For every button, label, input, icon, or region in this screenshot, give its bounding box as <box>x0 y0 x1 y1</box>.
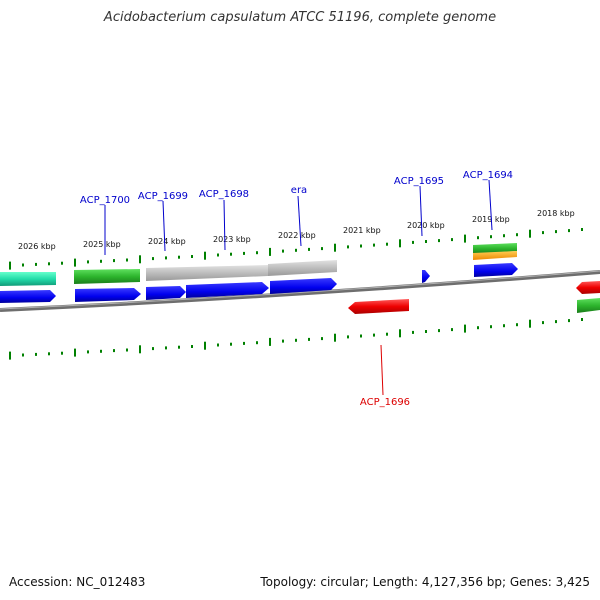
teal-gene-feature[interactable] <box>0 272 56 286</box>
leader-acp-1695 <box>419 185 423 237</box>
genome-stats-text: Topology: circular; Length: 4,127,356 bp… <box>260 575 590 589</box>
genome-backbone <box>0 270 600 312</box>
cds-feature-acp-1699[interactable] <box>146 286 186 300</box>
leader-acp-1698 <box>223 199 226 251</box>
gray-gene-feature-a[interactable] <box>146 265 268 281</box>
leader-acp-1699 <box>162 200 166 252</box>
kbp-label-2019: 2019 kbp <box>472 215 510 224</box>
cds-feature-acp-1696[interactable] <box>348 299 409 314</box>
lower-tick-track <box>9 318 583 360</box>
green-gene-feature[interactable] <box>74 269 140 284</box>
gene-label-acp-1699[interactable]: ACP_1699 <box>138 191 188 202</box>
accession-text: Accession: NC_012483 <box>9 575 146 589</box>
kbp-label-2018: 2018 kbp <box>537 209 575 218</box>
gene-label-acp-1694[interactable]: ACP_1694 <box>463 170 513 181</box>
gene-label-era[interactable]: era <box>291 185 307 196</box>
kbp-label-2024: 2024 kbp <box>148 237 186 246</box>
red-gene-feature-edge[interactable] <box>576 281 600 294</box>
cds-feature-era[interactable] <box>270 278 337 294</box>
gray-gene-feature-b[interactable] <box>268 260 337 276</box>
gene-label-acp-1700[interactable]: ACP_1700 <box>80 195 130 206</box>
kbp-label-2020: 2020 kbp <box>407 221 445 230</box>
kbp-label-2025: 2025 kbp <box>83 240 121 249</box>
green-gene-feature-right[interactable] <box>473 243 517 254</box>
green-gene-feature-edge[interactable] <box>577 298 600 313</box>
leader-acp-1696 <box>380 344 384 396</box>
gene-label-acp-1698[interactable]: ACP_1698 <box>199 189 249 200</box>
leader-acp-1694 <box>488 179 493 231</box>
kbp-label-2023: 2023 kbp <box>213 235 251 244</box>
cds-feature-acp-1698[interactable] <box>186 282 269 298</box>
cds-feature-acp-1694[interactable] <box>474 263 518 277</box>
kbp-label-2022: 2022 kbp <box>278 231 316 240</box>
gene-label-acp-1695[interactable]: ACP_1695 <box>394 176 444 187</box>
leader-era <box>297 195 302 247</box>
orange-gene-feature[interactable] <box>473 251 517 260</box>
kbp-label-2021: 2021 kbp <box>343 226 381 235</box>
genome-title: Acidobacterium capsulatum ATCC 51196, co… <box>103 10 497 25</box>
upper-tick-track <box>9 228 583 270</box>
cds-feature-1[interactable] <box>0 290 56 303</box>
genome-backbone-highlight <box>0 270 600 310</box>
gene-label-acp-1696[interactable]: ACP_1696 <box>360 397 410 408</box>
kbp-label-2026: 2026 kbp <box>18 242 56 251</box>
cds-feature-acp-1695[interactable] <box>422 270 430 283</box>
cds-feature-acp-1700[interactable] <box>75 288 141 302</box>
